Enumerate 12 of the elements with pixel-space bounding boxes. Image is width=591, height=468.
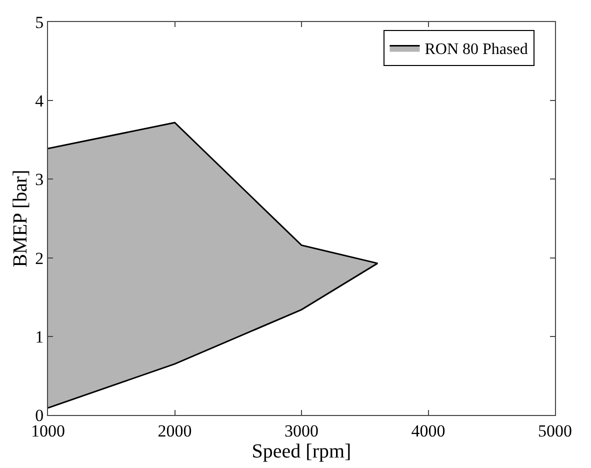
y-tick-label: 4 (35, 92, 44, 111)
legend-label: RON 80 Phased (424, 41, 528, 58)
x-axis-title: Speed [rpm] (252, 440, 352, 462)
y-tick-label: 5 (35, 12, 44, 32)
y-tick-label: 1 (35, 327, 44, 346)
x-tick-label: 5000 (538, 421, 572, 440)
y-tick-label: 3 (35, 170, 44, 190)
y-tick-label: 2 (35, 248, 44, 268)
x-tick-label: 3000 (284, 421, 318, 440)
x-tick-label: 4000 (411, 421, 446, 440)
x-tick-label: 2000 (158, 421, 192, 440)
y-axis-title: BMEP [bar] (10, 170, 32, 268)
